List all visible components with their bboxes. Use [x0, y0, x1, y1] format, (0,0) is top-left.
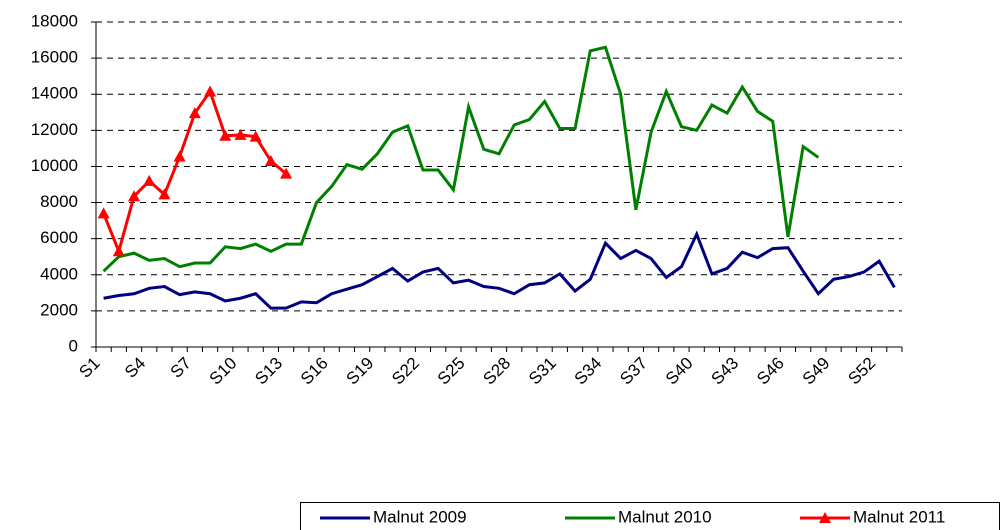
marker — [219, 129, 232, 141]
y-tick-label: 18000 — [31, 11, 78, 30]
x-tick-label: S22 — [388, 354, 423, 389]
series-line — [103, 230, 896, 310]
legend-label: Malnut 2009 — [373, 507, 467, 526]
x-tick-label: S40 — [662, 354, 697, 389]
marker — [188, 107, 201, 119]
x-tick-label: S4 — [121, 354, 149, 382]
legend-box — [300, 502, 1000, 530]
legend-marker — [819, 512, 831, 523]
x-tick-label: S16 — [297, 354, 332, 389]
marker — [143, 174, 156, 186]
marker — [280, 167, 293, 179]
y-tick-label: 14000 — [31, 84, 78, 103]
x-tick-label: S46 — [753, 354, 788, 389]
y-tick-label: 10000 — [31, 156, 78, 175]
marker — [204, 85, 217, 97]
x-tick-label: S25 — [434, 354, 469, 389]
y-tick-label: 16000 — [31, 48, 78, 67]
marker — [128, 190, 141, 202]
marker — [249, 130, 262, 142]
legend-label: Malnut 2011 — [853, 507, 945, 526]
marker — [173, 150, 186, 162]
x-tick-label: S13 — [251, 354, 286, 389]
y-tick-label: 4000 — [40, 264, 78, 283]
y-tick-label: 6000 — [40, 228, 78, 247]
x-tick-label: S37 — [616, 354, 651, 389]
x-tick-label: S28 — [479, 354, 514, 389]
marker — [234, 128, 247, 140]
marker — [112, 245, 125, 257]
y-tick-label: 12000 — [31, 120, 78, 139]
x-tick-label: S19 — [343, 354, 378, 389]
marker — [158, 188, 171, 200]
y-tick-label: 8000 — [40, 192, 78, 211]
y-tick-label: 2000 — [40, 300, 78, 319]
y-tick-label: 0 — [69, 336, 78, 355]
x-tick-label: S7 — [167, 354, 195, 382]
legend-label: Malnut 2010 — [618, 507, 712, 526]
marker — [264, 155, 277, 167]
marker — [97, 207, 110, 219]
x-tick-label: S1 — [75, 354, 103, 382]
x-tick-label: S10 — [206, 354, 241, 389]
x-tick-label: S31 — [525, 354, 560, 389]
x-tick-label: S43 — [707, 354, 742, 389]
x-tick-label: S49 — [799, 354, 834, 389]
x-tick-label: S34 — [571, 354, 606, 389]
x-tick-label: S52 — [844, 354, 879, 389]
series-line — [102, 45, 820, 273]
